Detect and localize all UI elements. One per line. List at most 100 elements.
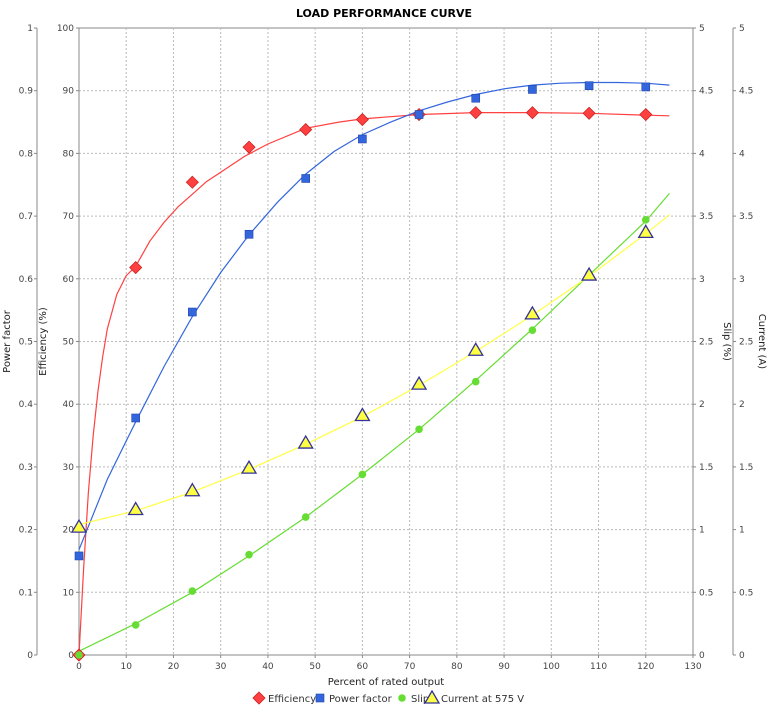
efficiency-tick-label: 50 [63, 338, 75, 348]
efficiency-tick-label: 60 [63, 275, 75, 285]
efficiency-tick-label: 90 [63, 87, 75, 97]
power-factor-point [414, 110, 424, 119]
current-at-575-v-point [70, 518, 88, 533]
slip-tick-label: 4 [699, 149, 705, 159]
slip-point [131, 621, 140, 629]
efficiency-point [355, 112, 369, 127]
slip-point [188, 587, 197, 595]
power-factor-tick-label: 0 [27, 651, 33, 661]
power-factor-point [301, 174, 311, 183]
current-tick-label: 3 [739, 275, 745, 285]
slip-tick-label: 3.5 [699, 212, 713, 222]
slip-tick-label: 0 [699, 651, 705, 661]
efficiency-point [129, 260, 143, 275]
slip-point [415, 425, 423, 434]
current-at-575-v-point [184, 482, 201, 497]
chart-title: LOAD PERFORMANCE CURVE [296, 7, 472, 20]
efficiency-point [469, 106, 483, 120]
current-at-575-v-point [354, 407, 371, 422]
current-at-575-v-point [240, 459, 258, 474]
power-factor-curve [78, 81, 670, 550]
slip-point [75, 651, 83, 659]
legend-power-factor-label: Power factor [329, 694, 393, 705]
x-tick-label: 130 [684, 662, 701, 672]
efficiency-axis-title: Efficiency (%) [38, 307, 49, 376]
efficiency-curve [78, 111, 670, 656]
x-tick-label: 110 [590, 662, 607, 672]
power-factor-tick-label: 0.7 [19, 212, 33, 222]
power-factor-axis-title: Power factor [2, 309, 13, 373]
x-tick-label: 20 [168, 662, 180, 672]
current-at-575-v-point [297, 434, 314, 449]
current-at-575-v-point [127, 501, 144, 516]
power-factor-point [74, 551, 84, 561]
power-factor-tick-label: 0.8 [19, 149, 34, 159]
x-tick-label: 50 [309, 662, 321, 672]
current-at-575-v-point [410, 375, 428, 390]
legend-efficiency-label: Efficiency [268, 694, 316, 705]
series-markers [70, 81, 654, 662]
current-tick-label: 5 [739, 24, 745, 34]
x-tick-label: 30 [215, 662, 227, 672]
plot-area [78, 27, 694, 656]
current-axis-title: Current (A) [756, 314, 767, 369]
power-factor-point [584, 81, 594, 90]
power-factor-tick-label: 0.4 [19, 400, 34, 410]
current-at-575-v-point [637, 224, 654, 239]
legend-efficiency-marker [252, 691, 266, 705]
efficiency-tick-label: 100 [57, 24, 74, 34]
current-tick-label: 1 [739, 526, 745, 536]
x-tick-label: 100 [543, 662, 560, 672]
power-factor-point [471, 93, 481, 103]
efficiency-tick-label: 80 [63, 149, 75, 159]
x-axis-title: Percent of rated output [328, 677, 445, 688]
power-factor-tick-label: 0.3 [19, 463, 33, 473]
efficiency-point [299, 123, 313, 137]
legend-current-at-575-v-label: Current at 575 V [441, 694, 524, 705]
power-factor-point [528, 85, 537, 94]
slip-tick-label: 4.5 [699, 87, 713, 97]
power-factor-tick-label: 0.6 [19, 275, 34, 285]
slip-point [245, 550, 253, 559]
efficiency-point [525, 106, 539, 120]
slip-tick-label: 2 [699, 400, 705, 410]
current-tick-label: 1.5 [739, 463, 753, 473]
power-factor-point [244, 229, 254, 239]
x-tick-label: 80 [451, 662, 463, 672]
axes: 0 10 20 30 40 50 60 70 80 90 100 110 120 13000.10.20.… [2, 24, 767, 672]
efficiency-tick-label: 40 [63, 400, 75, 410]
current-at-575-v-point [580, 266, 598, 281]
x-tick-label: 0 [76, 662, 82, 672]
slip-point [528, 326, 537, 335]
legend: Efficiency Power factor Slip Current at 575… [252, 689, 524, 705]
x-tick-label: 120 [637, 662, 654, 672]
power-factor-tick-label: 0.2 [19, 526, 33, 536]
legend-power-factor-marker [315, 693, 325, 703]
slip-curve [78, 193, 670, 652]
legend-slip-marker [398, 694, 406, 702]
x-tick-label: 70 [404, 662, 416, 672]
current-at-575-v-point [467, 341, 484, 356]
power-factor-point [131, 413, 140, 423]
current-at-575-v-curve [78, 214, 670, 526]
x-tick-label: 10 [121, 662, 133, 672]
power-factor-point [641, 82, 651, 92]
current-tick-label: 0.5 [739, 588, 753, 598]
slip-point [471, 377, 480, 386]
series-curves [78, 81, 670, 656]
efficiency-tick-label: 20 [63, 526, 75, 536]
efficiency-point [185, 175, 199, 189]
slip-point [358, 470, 367, 479]
efficiency-point [242, 140, 256, 154]
x-tick-label: 40 [262, 662, 274, 672]
slip-tick-label: 0.5 [699, 588, 713, 598]
current-tick-label: 3.5 [739, 212, 753, 222]
current-tick-label: 4 [739, 149, 745, 159]
slip-tick-label: 2.5 [699, 338, 713, 348]
power-factor-tick-label: 0.5 [19, 338, 33, 348]
current-tick-label: 4.5 [739, 87, 753, 97]
slip-point [301, 513, 310, 521]
efficiency-point [582, 106, 596, 120]
